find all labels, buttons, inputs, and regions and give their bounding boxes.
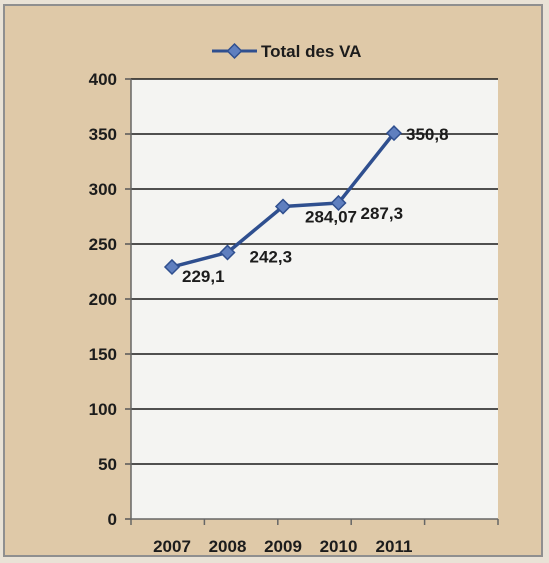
y-tick-label: 150: [89, 345, 117, 364]
data-point-marker: [163, 258, 181, 276]
legend-marker: [226, 42, 243, 60]
legend: Total des VA: [212, 42, 361, 61]
axes: 0 50 100 150 200 250 300 350 400 2007 2008 2009 2010…: [89, 70, 499, 556]
x-tick-label: 2007: [153, 537, 191, 556]
x-tick-label: 2008: [209, 537, 247, 556]
gridlines: [131, 78, 498, 465]
data-label: 287,3: [361, 204, 404, 223]
data-point-marker: [219, 244, 236, 261]
x-tick-label: 2009: [264, 537, 302, 556]
y-tick-label: 250: [89, 235, 117, 254]
x-tick-label: 2011: [376, 537, 413, 556]
series-line-group: [163, 125, 403, 276]
line-chart: 0 50 100 150 200 250 300 350 400 2007 2008 2009 2010…: [89, 42, 499, 556]
data-label: 229,1: [182, 267, 225, 286]
data-label: 284,07: [305, 208, 357, 227]
y-tick-label: 400: [89, 70, 117, 89]
y-tick-label: 200: [89, 290, 117, 309]
y-tick-label: 350: [89, 125, 117, 144]
y-tick-label: 100: [89, 400, 117, 419]
data-point-marker: [274, 198, 292, 215]
y-tick-label: 300: [89, 180, 117, 199]
y-tick-label: 50: [98, 455, 117, 474]
data-label: 350,8: [406, 125, 449, 144]
data-labels: 229,1 242,3 284,07 287,3 350,8: [182, 125, 449, 286]
x-tick-label: 2010: [320, 537, 358, 556]
chart-frame: 0 50 100 150 200 250 300 350 400 2007 2008 2009 2010…: [3, 4, 543, 557]
legend-label: Total des VA: [261, 42, 361, 61]
data-point-marker: [385, 125, 403, 142]
data-label: 242,3: [250, 247, 293, 266]
data-point-marker: [330, 194, 347, 212]
y-tick-label: 0: [108, 510, 117, 529]
